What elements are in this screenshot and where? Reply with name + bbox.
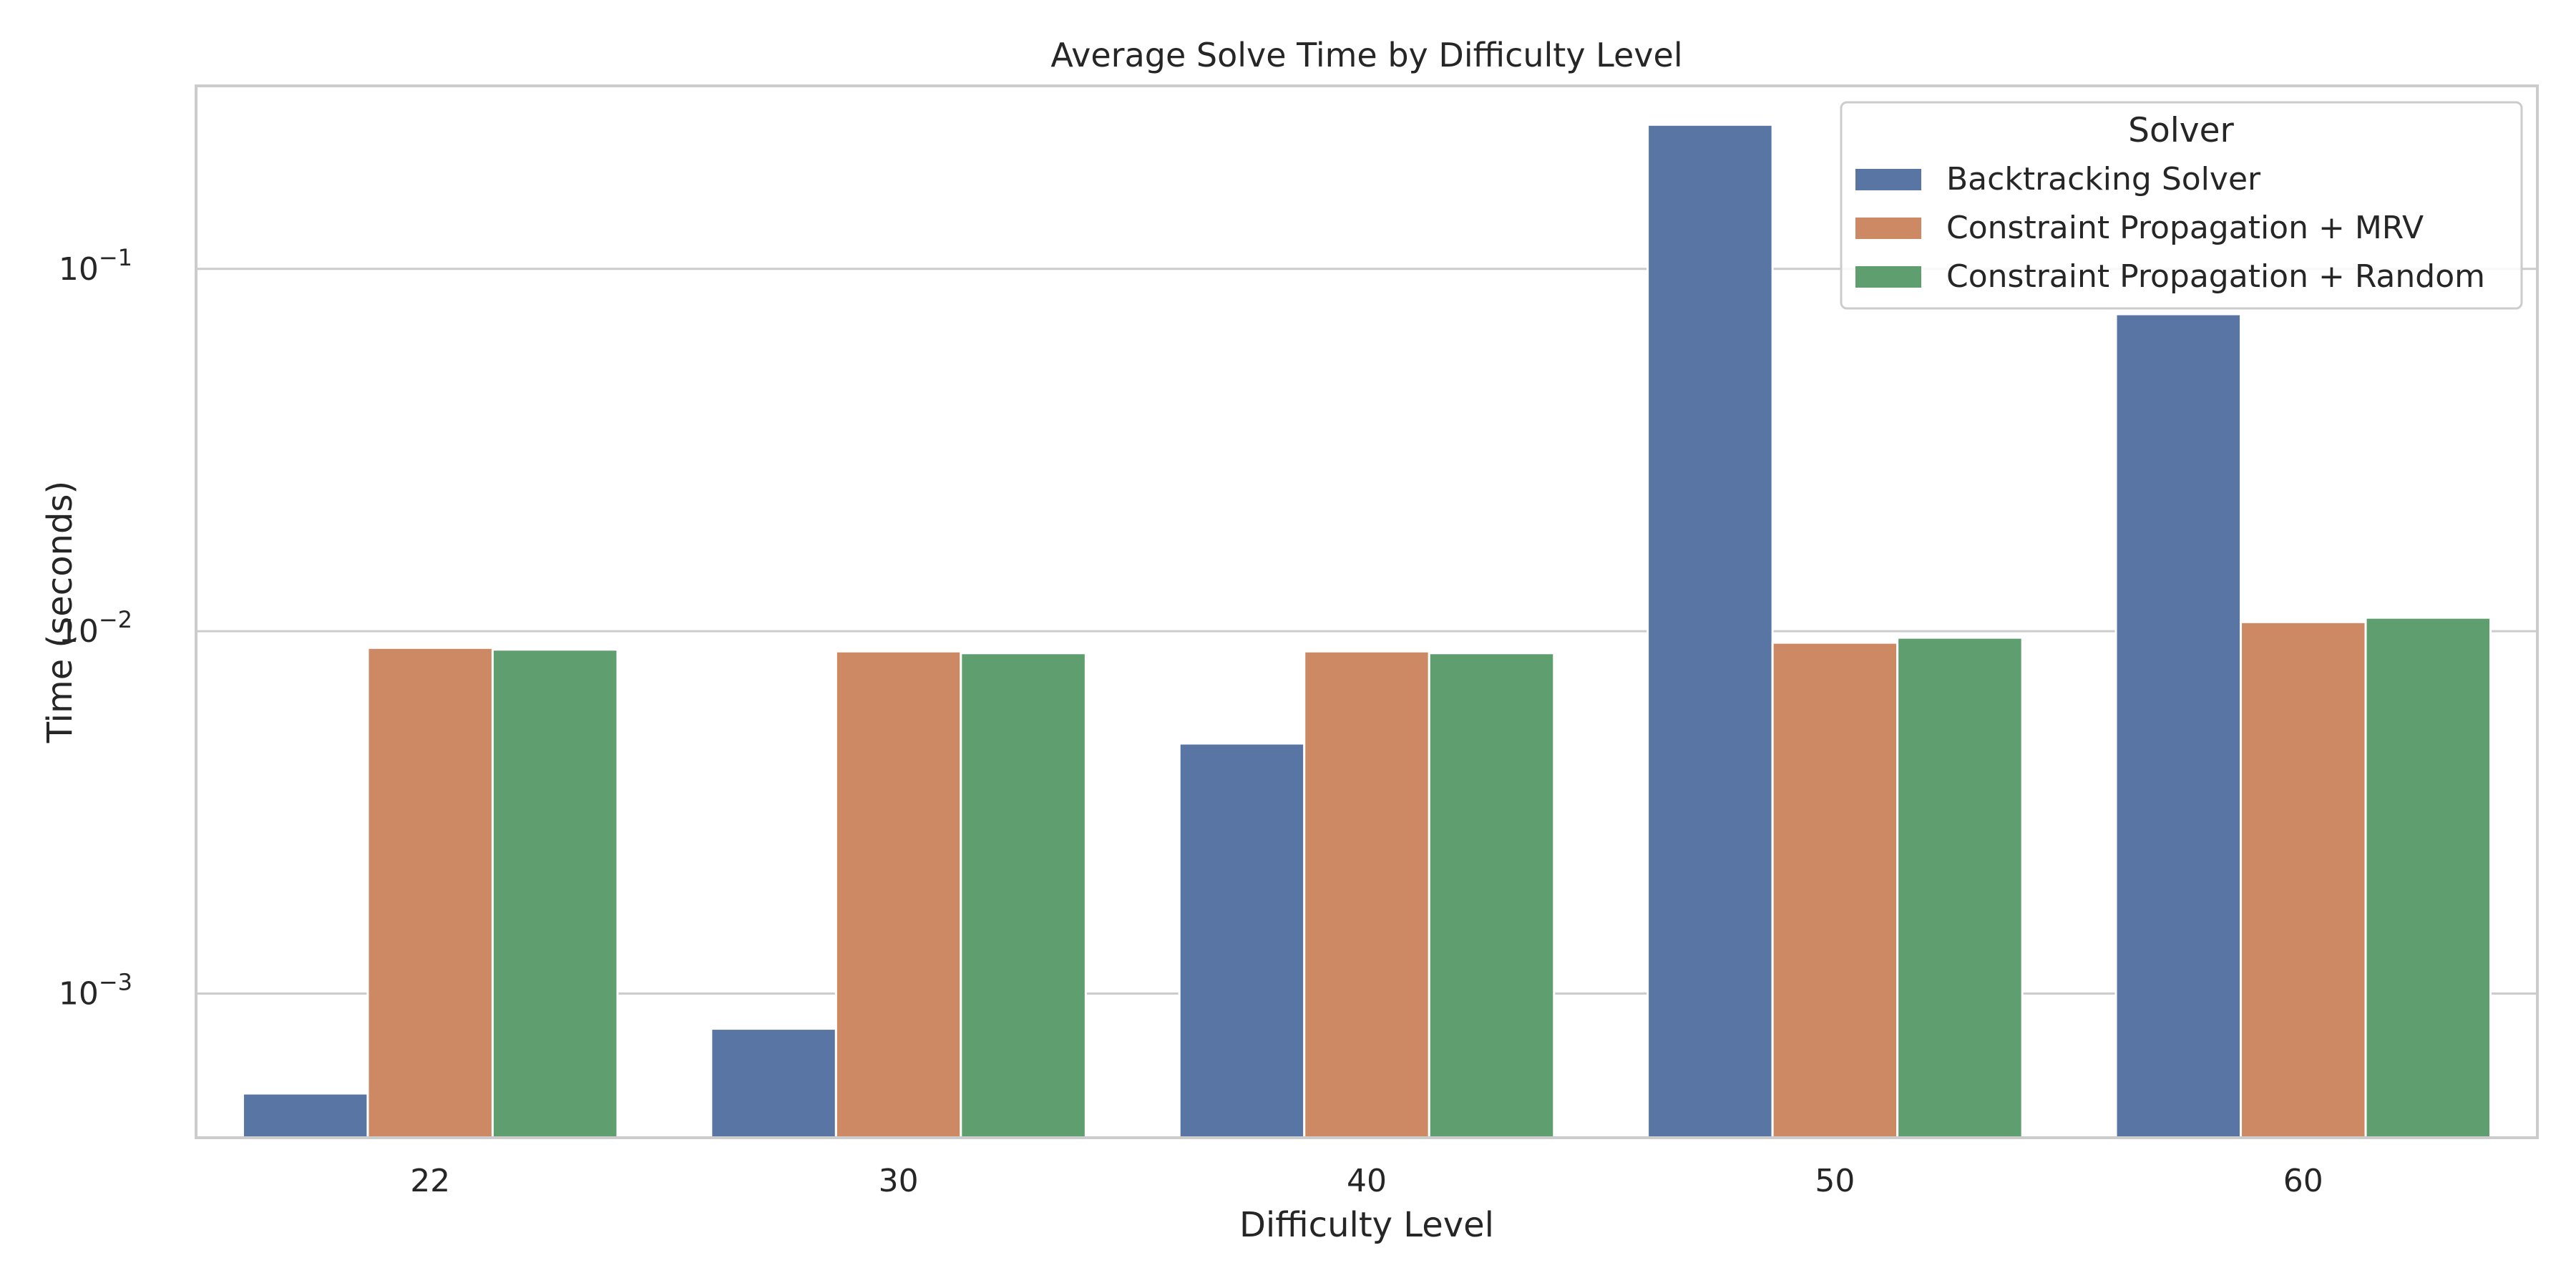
chart-title: Average Solve Time by Difficulty Level (1050, 36, 1682, 74)
x-tick-label: 50 (1815, 1163, 1855, 1199)
bar-30-series-1 (710, 1028, 837, 1139)
x-tick-label: 40 (1347, 1163, 1387, 1199)
x-tick-label: 30 (879, 1163, 919, 1199)
y-tick-base: 10 (59, 251, 99, 288)
y-tick-label: 10−3 (59, 969, 132, 1013)
y-ticks: 10−310−210−1 (59, 244, 132, 1013)
y-tick-label: 10−2 (59, 606, 132, 650)
bar-22-series-3 (491, 648, 619, 1139)
bar-22-series-1 (241, 1092, 369, 1139)
y-tick-base: 10 (59, 613, 99, 650)
legend-swatch-series-3 (1855, 266, 1921, 288)
legend-frame (1840, 101, 2523, 310)
legend-label-series-1: Backtracking Solver (1946, 161, 2261, 197)
y-tick-exponent: −1 (99, 244, 132, 271)
bar-50-series-2 (1771, 641, 1899, 1139)
legend-swatch-series-1 (1855, 169, 1921, 190)
legend-label-series-3: Constraint Propagation + Random (1946, 258, 2485, 295)
x-ticks: 22 30 40 50 60 (410, 1163, 2323, 1199)
y-tick-exponent: −3 (99, 969, 132, 996)
legend: Solver Backtracking Solver Constraint Prop… (1840, 101, 2523, 310)
bar-50-series-3 (1896, 636, 2024, 1139)
bar-50-series-1 (1646, 123, 1774, 1139)
y-tick-label: 10−1 (59, 244, 132, 288)
bar-30-series-3 (960, 652, 1087, 1139)
plot-frame (195, 84, 2539, 1139)
x-axis-label: Difficulty Level (1239, 1205, 1494, 1245)
legend-label-series-2: Constraint Propagation + MRV (1946, 210, 2424, 246)
bar-40-series-3 (1428, 652, 1556, 1139)
x-tick-label: 60 (2283, 1163, 2323, 1199)
bar-60-series-3 (2364, 616, 2492, 1139)
legend-swatch-series-2 (1855, 218, 1921, 239)
x-tick-label: 22 (410, 1163, 450, 1199)
bars-layer (241, 123, 2492, 1139)
legend-title: Solver (2128, 111, 2234, 150)
y-tick-exponent: −2 (99, 606, 132, 633)
y-axis-label: Time (seconds) (40, 481, 80, 743)
bar-40-series-2 (1303, 650, 1430, 1139)
y-tick-base: 10 (59, 976, 99, 1013)
bar-60-series-2 (2240, 620, 2367, 1139)
bar-22-series-2 (366, 646, 494, 1139)
bar-30-series-2 (834, 650, 962, 1139)
bar-60-series-1 (2114, 313, 2243, 1139)
bar-40-series-1 (1178, 742, 1306, 1139)
